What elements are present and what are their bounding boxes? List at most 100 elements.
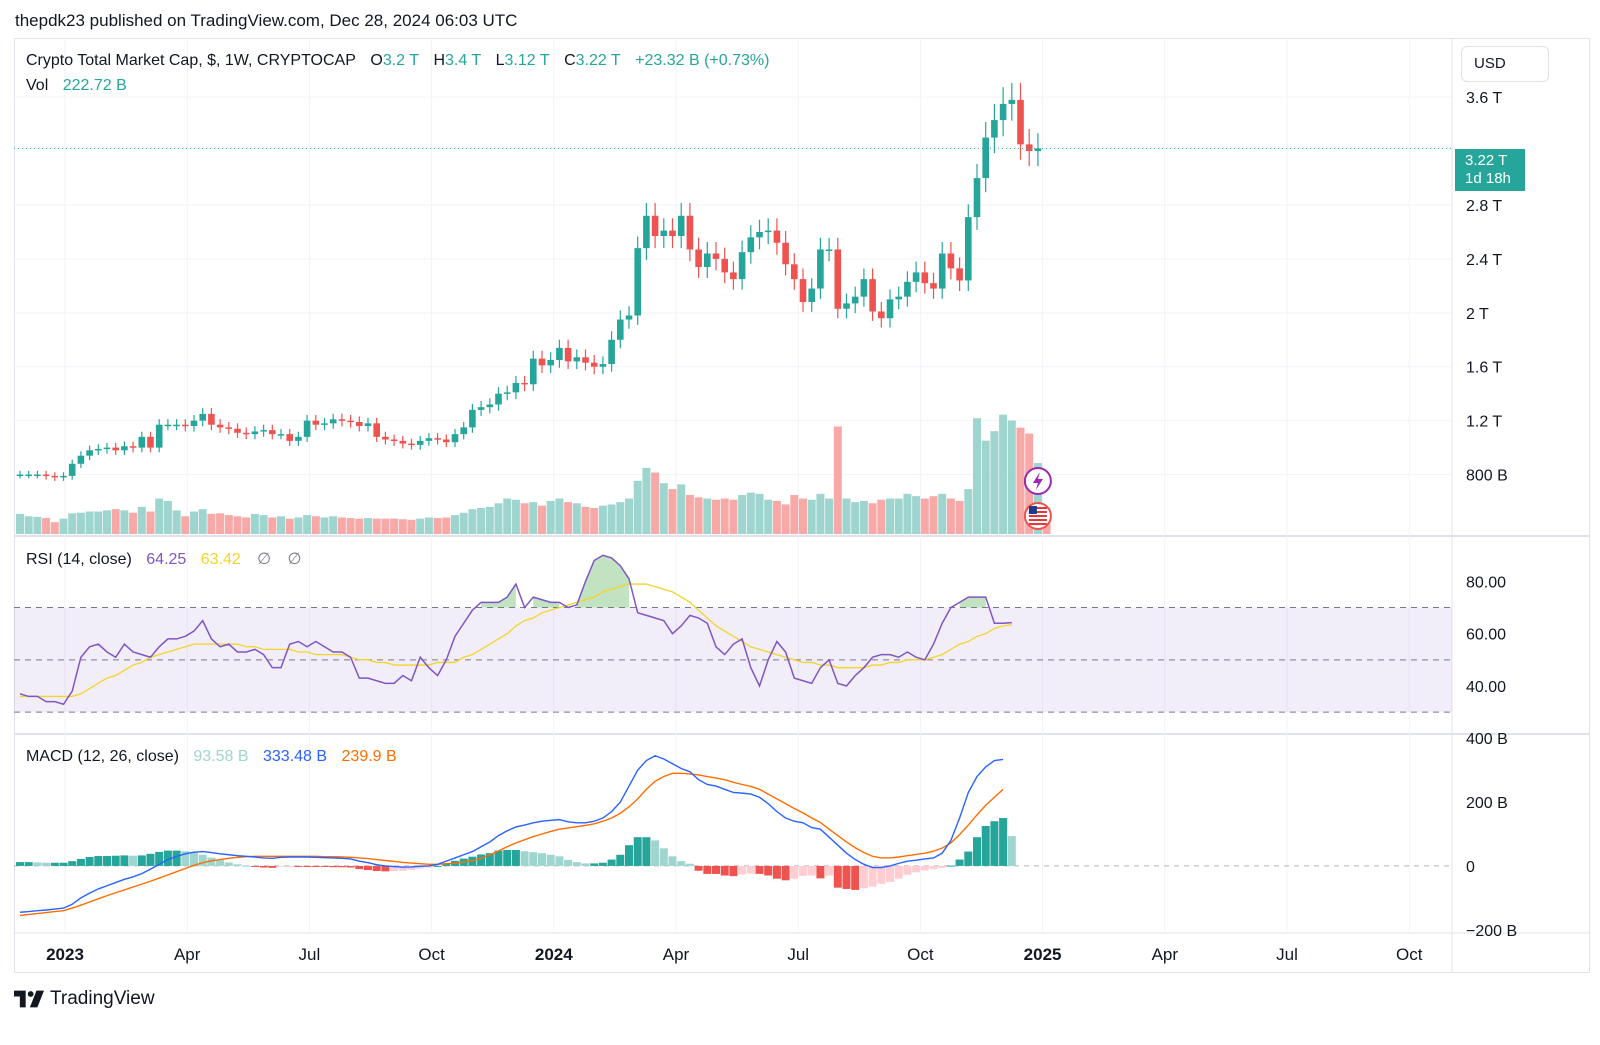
rsi-na-2: ∅ bbox=[287, 551, 302, 568]
rsi-overbought-fill bbox=[481, 584, 516, 608]
volume-bar bbox=[729, 499, 738, 534]
volume-bar bbox=[555, 498, 564, 534]
candle-body bbox=[582, 357, 589, 363]
candle-body bbox=[521, 382, 528, 385]
volume-bar bbox=[329, 516, 338, 534]
candle-body bbox=[878, 311, 885, 319]
macd-histogram-bar bbox=[16, 862, 24, 866]
currency-button[interactable]: USD bbox=[1461, 46, 1549, 82]
macd-histogram-bar bbox=[190, 852, 198, 866]
volume-bar bbox=[807, 499, 816, 534]
macd-histogram-bar bbox=[372, 865, 381, 872]
macd-histogram-bar bbox=[772, 865, 781, 879]
candle-body bbox=[51, 475, 59, 478]
rsi-value: 64.25 bbox=[146, 551, 187, 568]
rsi-title[interactable]: RSI (14, close) bbox=[26, 551, 132, 568]
macd-histogram-bar bbox=[407, 865, 416, 870]
macd-histogram-bar bbox=[250, 865, 259, 867]
candle-body bbox=[1025, 144, 1033, 152]
macd-histogram-bar bbox=[877, 865, 886, 884]
low-label: L bbox=[495, 52, 505, 69]
candle-body bbox=[530, 358, 537, 385]
volume-bar bbox=[694, 497, 703, 534]
chart-frame[interactable] bbox=[14, 38, 1590, 973]
x-tick-label: Apr bbox=[174, 945, 201, 964]
candle-body bbox=[242, 432, 250, 435]
high-label: H bbox=[433, 52, 445, 69]
candle-body bbox=[730, 272, 737, 280]
volume-bar bbox=[781, 504, 790, 534]
candle-body bbox=[503, 392, 511, 394]
candle-body bbox=[112, 447, 119, 451]
candle-body bbox=[747, 237, 755, 253]
macd-histogram-bar bbox=[807, 865, 816, 876]
volume-bar bbox=[999, 414, 1008, 534]
macd-title[interactable]: MACD (12, 26, close) bbox=[26, 748, 179, 765]
volume-bar bbox=[120, 510, 129, 534]
macd-histogram-bar bbox=[24, 862, 33, 866]
macd-histogram-bar bbox=[416, 865, 425, 869]
candle-body bbox=[738, 252, 746, 280]
volume-bar bbox=[381, 518, 390, 534]
candle-body bbox=[651, 215, 659, 236]
candle-body bbox=[208, 413, 215, 425]
volume-bar bbox=[320, 517, 329, 534]
volume-bar bbox=[137, 506, 146, 534]
x-tick-label: Jul bbox=[1276, 945, 1298, 964]
volume-bar bbox=[250, 513, 259, 534]
footer-brand[interactable]: TradingView bbox=[14, 988, 155, 1010]
volume-label[interactable]: Vol bbox=[26, 77, 49, 94]
candle-body bbox=[999, 103, 1007, 121]
volume-bar bbox=[111, 509, 120, 534]
candle-body bbox=[190, 420, 198, 427]
candle-body bbox=[77, 455, 85, 464]
volume-bar bbox=[964, 489, 973, 534]
y-tick-label: 800 B bbox=[1466, 468, 1508, 485]
volume-bar bbox=[303, 515, 312, 534]
volume-bar bbox=[94, 511, 103, 534]
volume-bar bbox=[485, 506, 494, 534]
candle-body bbox=[669, 230, 676, 236]
macd-histogram-bar bbox=[442, 863, 451, 866]
macd-histogram-bar bbox=[277, 865, 285, 867]
volume-bar bbox=[772, 500, 781, 534]
volume-bar bbox=[459, 512, 468, 534]
volume-bar bbox=[633, 480, 642, 534]
volume-bar bbox=[886, 498, 894, 534]
candle-body bbox=[590, 362, 598, 367]
macd-histogram-bar bbox=[268, 865, 277, 868]
macd-histogram-bar bbox=[155, 851, 164, 866]
candle-body bbox=[947, 253, 955, 269]
macd-histogram-bar bbox=[720, 865, 729, 876]
candle-body bbox=[451, 434, 459, 443]
volume-bar bbox=[259, 515, 268, 534]
macd-histogram-bar bbox=[738, 865, 747, 875]
volume-bar bbox=[990, 431, 999, 534]
volume-bar bbox=[33, 516, 42, 534]
candle-body bbox=[799, 279, 807, 303]
volume-bar bbox=[190, 511, 198, 534]
macd-histogram-bar bbox=[894, 865, 903, 879]
macd-histogram-bar bbox=[163, 850, 172, 866]
published-header: thepdk23 published on TradingView.com, D… bbox=[15, 11, 518, 30]
volume-bar bbox=[607, 504, 616, 534]
candle-body bbox=[982, 137, 989, 179]
volume-bar bbox=[616, 502, 625, 534]
volume-bar bbox=[42, 518, 51, 534]
y-tick-label: 2.8 T bbox=[1466, 198, 1502, 215]
candle-body bbox=[930, 283, 937, 289]
macd-histogram-bar bbox=[364, 865, 372, 871]
macd-histogram-bar bbox=[825, 865, 834, 876]
volume-bar bbox=[216, 513, 225, 534]
candle-body bbox=[68, 463, 76, 476]
candle-body bbox=[425, 438, 433, 441]
volume-bar bbox=[859, 500, 868, 534]
candle-body bbox=[495, 393, 502, 405]
bar-countdown: 1d 18h bbox=[1465, 170, 1511, 187]
candle-body bbox=[95, 448, 102, 451]
volume-bar bbox=[1007, 420, 1016, 534]
symbol-title[interactable]: Crypto Total Market Cap, $, 1W, CRYPTOCA… bbox=[26, 52, 356, 69]
volume-bar bbox=[372, 518, 381, 534]
macd-histogram-bar bbox=[973, 837, 981, 866]
